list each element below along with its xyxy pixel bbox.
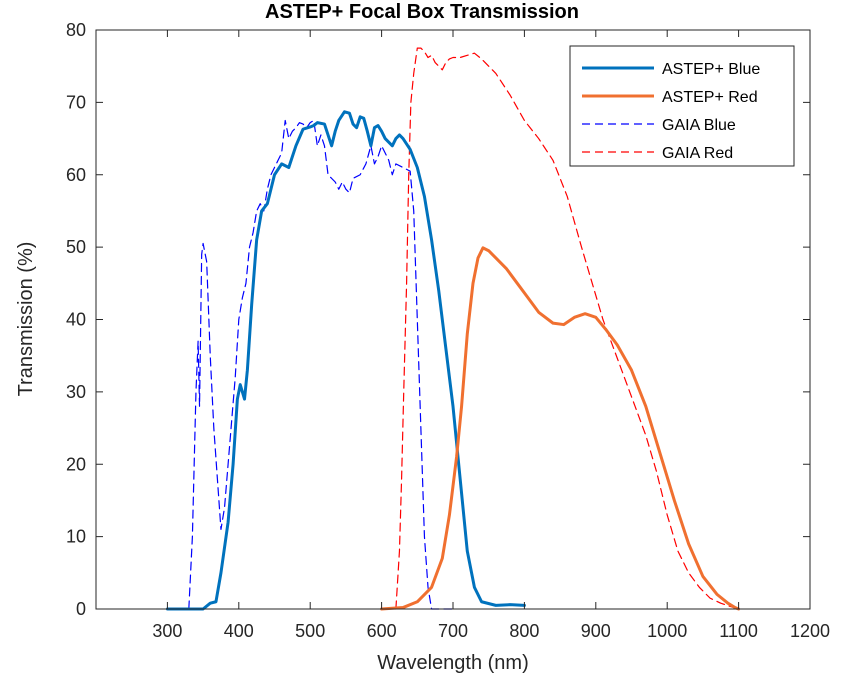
y-tick-label: 70 (66, 92, 86, 112)
x-axis: 300 400 500 600 700 800 900 1000 1100 1200 (152, 30, 830, 641)
x-tick-label: 500 (295, 621, 325, 641)
x-tick-label: 900 (581, 621, 611, 641)
x-tick-label: 600 (367, 621, 397, 641)
x-tick-label: 1000 (647, 621, 687, 641)
x-tick-label: 300 (152, 621, 182, 641)
x-tick-label: 1100 (719, 621, 758, 641)
y-tick-label: 80 (66, 20, 86, 40)
y-tick-label: 40 (66, 310, 86, 330)
x-tick-label: 1200 (790, 621, 830, 641)
legend-label: ASTEP+ Red (662, 89, 758, 106)
legend-label: GAIA Blue (662, 117, 736, 134)
y-axis: 0 10 20 30 40 50 60 70 80 (66, 20, 810, 619)
legend-items: ASTEP+ Blue ASTEP+ Red GAIA Blue GAIA Red (582, 61, 760, 162)
series-layer (165, 47, 741, 611)
chart-title: ASTEP+ Focal Box Transmission (265, 1, 579, 23)
x-tick-label: 800 (509, 621, 539, 641)
y-tick-label: 10 (66, 527, 86, 547)
y-tick-label: 30 (66, 382, 86, 402)
series-line-astep-blue (165, 110, 526, 611)
legend-label: ASTEP+ Blue (662, 61, 760, 78)
y-tick-label: 60 (66, 165, 86, 185)
x-axis-title: Wavelength (nm) (377, 652, 529, 674)
series-line-astep-red (380, 246, 741, 611)
y-tick-label: 20 (66, 454, 86, 474)
legend: ASTEP+ Blue ASTEP+ Red GAIA Blue GAIA Red (569, 45, 795, 167)
series-line-gaia-blue (188, 119, 454, 610)
y-tick-label: 0 (76, 599, 86, 619)
y-axis-title: Transmission (%) (15, 242, 37, 397)
legend-box (569, 45, 795, 167)
x-tick-label: 700 (438, 621, 468, 641)
legend-label: GAIA Red (662, 145, 733, 162)
x-tick-label: 400 (224, 621, 254, 641)
y-tick-label: 50 (66, 237, 86, 257)
